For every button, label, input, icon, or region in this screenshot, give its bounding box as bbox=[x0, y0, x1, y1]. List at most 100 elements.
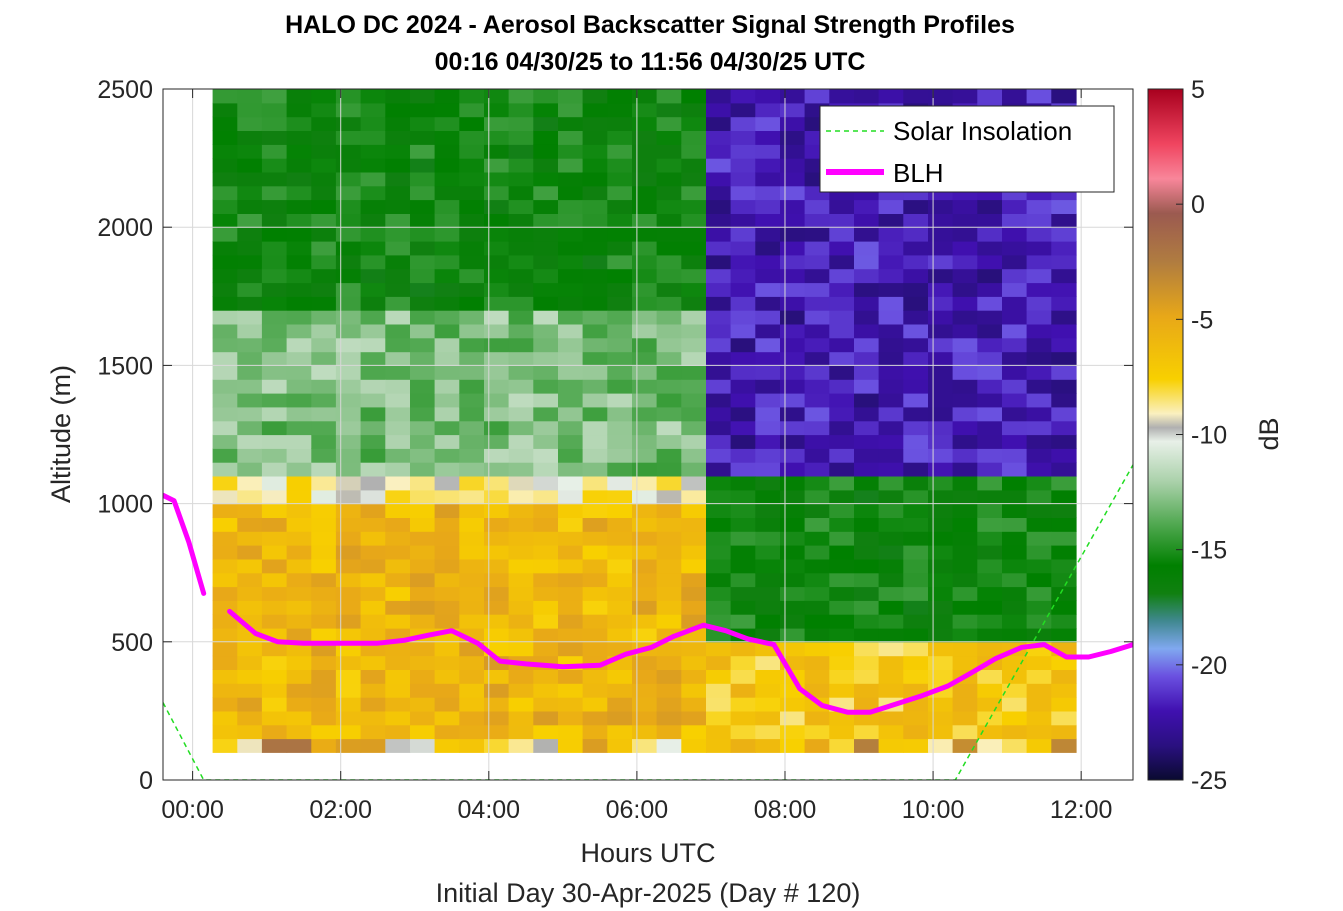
heatmap-cell bbox=[656, 628, 682, 643]
heatmap-cell bbox=[484, 365, 510, 380]
heatmap-cell bbox=[533, 185, 559, 201]
heatmap-cell bbox=[533, 89, 559, 104]
heatmap-cell bbox=[1002, 558, 1028, 574]
heatmap-cell bbox=[656, 144, 682, 159]
heatmap-cell bbox=[854, 351, 880, 366]
heatmap-cell bbox=[928, 655, 954, 670]
heatmap-cell bbox=[706, 365, 732, 380]
heatmap-cell bbox=[681, 434, 707, 449]
heatmap-cell bbox=[410, 254, 436, 270]
heatmap-cell bbox=[1026, 697, 1052, 712]
heatmap-cell bbox=[780, 476, 806, 491]
heatmap-cell bbox=[533, 254, 559, 270]
heatmap-cell bbox=[878, 268, 904, 284]
heatmap-cell bbox=[335, 628, 362, 643]
heatmap-cell bbox=[459, 185, 485, 201]
heatmap-cell bbox=[854, 89, 880, 104]
heatmap-cell bbox=[335, 296, 362, 311]
heatmap-cell bbox=[755, 89, 781, 104]
heatmap-cell bbox=[434, 489, 460, 505]
heatmap-cell bbox=[261, 323, 288, 339]
heatmap-cell bbox=[311, 517, 337, 532]
heatmap-cell bbox=[311, 351, 337, 366]
heatmap bbox=[212, 89, 1077, 753]
heatmap-cell bbox=[730, 558, 756, 574]
heatmap-cell bbox=[360, 406, 386, 422]
heatmap-cell bbox=[903, 641, 929, 657]
heatmap-cell bbox=[1002, 545, 1028, 560]
heatmap-cell bbox=[681, 710, 707, 726]
heatmap-cell bbox=[335, 406, 362, 422]
heatmap-cell bbox=[656, 213, 682, 228]
heatmap-cell bbox=[335, 517, 362, 532]
heatmap-cell bbox=[508, 116, 534, 131]
heatmap-cell bbox=[237, 406, 263, 422]
heatmap-cell bbox=[632, 379, 658, 394]
heatmap-cell bbox=[360, 171, 386, 187]
heatmap-cell bbox=[1051, 628, 1077, 643]
heatmap-cell bbox=[706, 710, 732, 726]
heatmap-cell bbox=[755, 144, 781, 159]
heatmap-cell bbox=[1026, 254, 1052, 270]
heatmap-cell bbox=[730, 434, 756, 449]
heatmap-cell bbox=[261, 158, 288, 173]
heatmap-cell bbox=[360, 614, 386, 629]
heatmap-cell bbox=[928, 393, 954, 408]
heatmap-cell bbox=[360, 503, 386, 518]
heatmap-cell bbox=[755, 683, 781, 698]
heatmap-cell bbox=[607, 323, 633, 339]
heatmap-cell bbox=[410, 282, 436, 297]
heatmap-cell bbox=[977, 462, 1003, 477]
heatmap-cell bbox=[878, 614, 904, 629]
heatmap-cell bbox=[706, 130, 732, 145]
heatmap-cell bbox=[558, 586, 584, 601]
heatmap-cell bbox=[360, 517, 386, 532]
heatmap-cell bbox=[335, 697, 362, 712]
heatmap-cell bbox=[854, 310, 880, 325]
heatmap-cell bbox=[582, 628, 608, 643]
heatmap-cell bbox=[706, 545, 732, 560]
heatmap-cell bbox=[533, 268, 559, 284]
heatmap-cell bbox=[212, 116, 238, 131]
heatmap-cell bbox=[607, 600, 633, 615]
heatmap-cell bbox=[410, 310, 436, 325]
heatmap-cell bbox=[385, 379, 411, 394]
heatmap-cell bbox=[1002, 489, 1028, 505]
chart-subtitle: 00:16 04/30/25 to 11:56 04/30/25 UTC bbox=[434, 48, 866, 76]
heatmap-cell bbox=[903, 420, 929, 436]
heatmap-cell bbox=[311, 724, 337, 740]
heatmap-cell bbox=[730, 641, 756, 657]
heatmap-cell bbox=[434, 448, 460, 463]
heatmap-cell bbox=[952, 282, 978, 297]
heatmap-cell bbox=[804, 586, 830, 601]
heatmap-cell bbox=[632, 254, 658, 270]
heatmap-cell bbox=[335, 683, 362, 698]
heatmap-cell bbox=[804, 268, 830, 284]
heatmap-cell bbox=[558, 365, 584, 380]
heatmap-cell bbox=[385, 199, 411, 214]
heatmap-cell bbox=[484, 241, 510, 256]
heatmap-cell bbox=[385, 282, 411, 297]
heatmap-cell bbox=[1026, 282, 1052, 297]
heatmap-cell bbox=[854, 393, 880, 408]
heatmap-cell bbox=[829, 503, 855, 518]
heatmap-cell bbox=[286, 738, 312, 753]
heatmap-cell bbox=[261, 213, 288, 228]
heatmap-cell bbox=[607, 393, 633, 408]
heatmap-cell bbox=[410, 213, 436, 228]
heatmap-cell bbox=[1002, 503, 1028, 518]
heatmap-cell bbox=[385, 669, 411, 684]
heatmap-cell bbox=[261, 337, 288, 353]
heatmap-cell bbox=[261, 199, 288, 214]
heatmap-cell bbox=[928, 420, 954, 436]
heatmap-cell bbox=[829, 227, 855, 242]
heatmap-cell bbox=[237, 351, 263, 366]
heatmap-cell bbox=[311, 213, 337, 228]
heatmap-cell bbox=[1026, 213, 1052, 228]
heatmap-cell bbox=[878, 724, 904, 740]
heatmap-cell bbox=[903, 199, 929, 214]
heatmap-cell bbox=[977, 323, 1003, 339]
heatmap-cell bbox=[730, 462, 756, 477]
heatmap-cell bbox=[632, 296, 658, 311]
heatmap-cell bbox=[1026, 310, 1052, 325]
